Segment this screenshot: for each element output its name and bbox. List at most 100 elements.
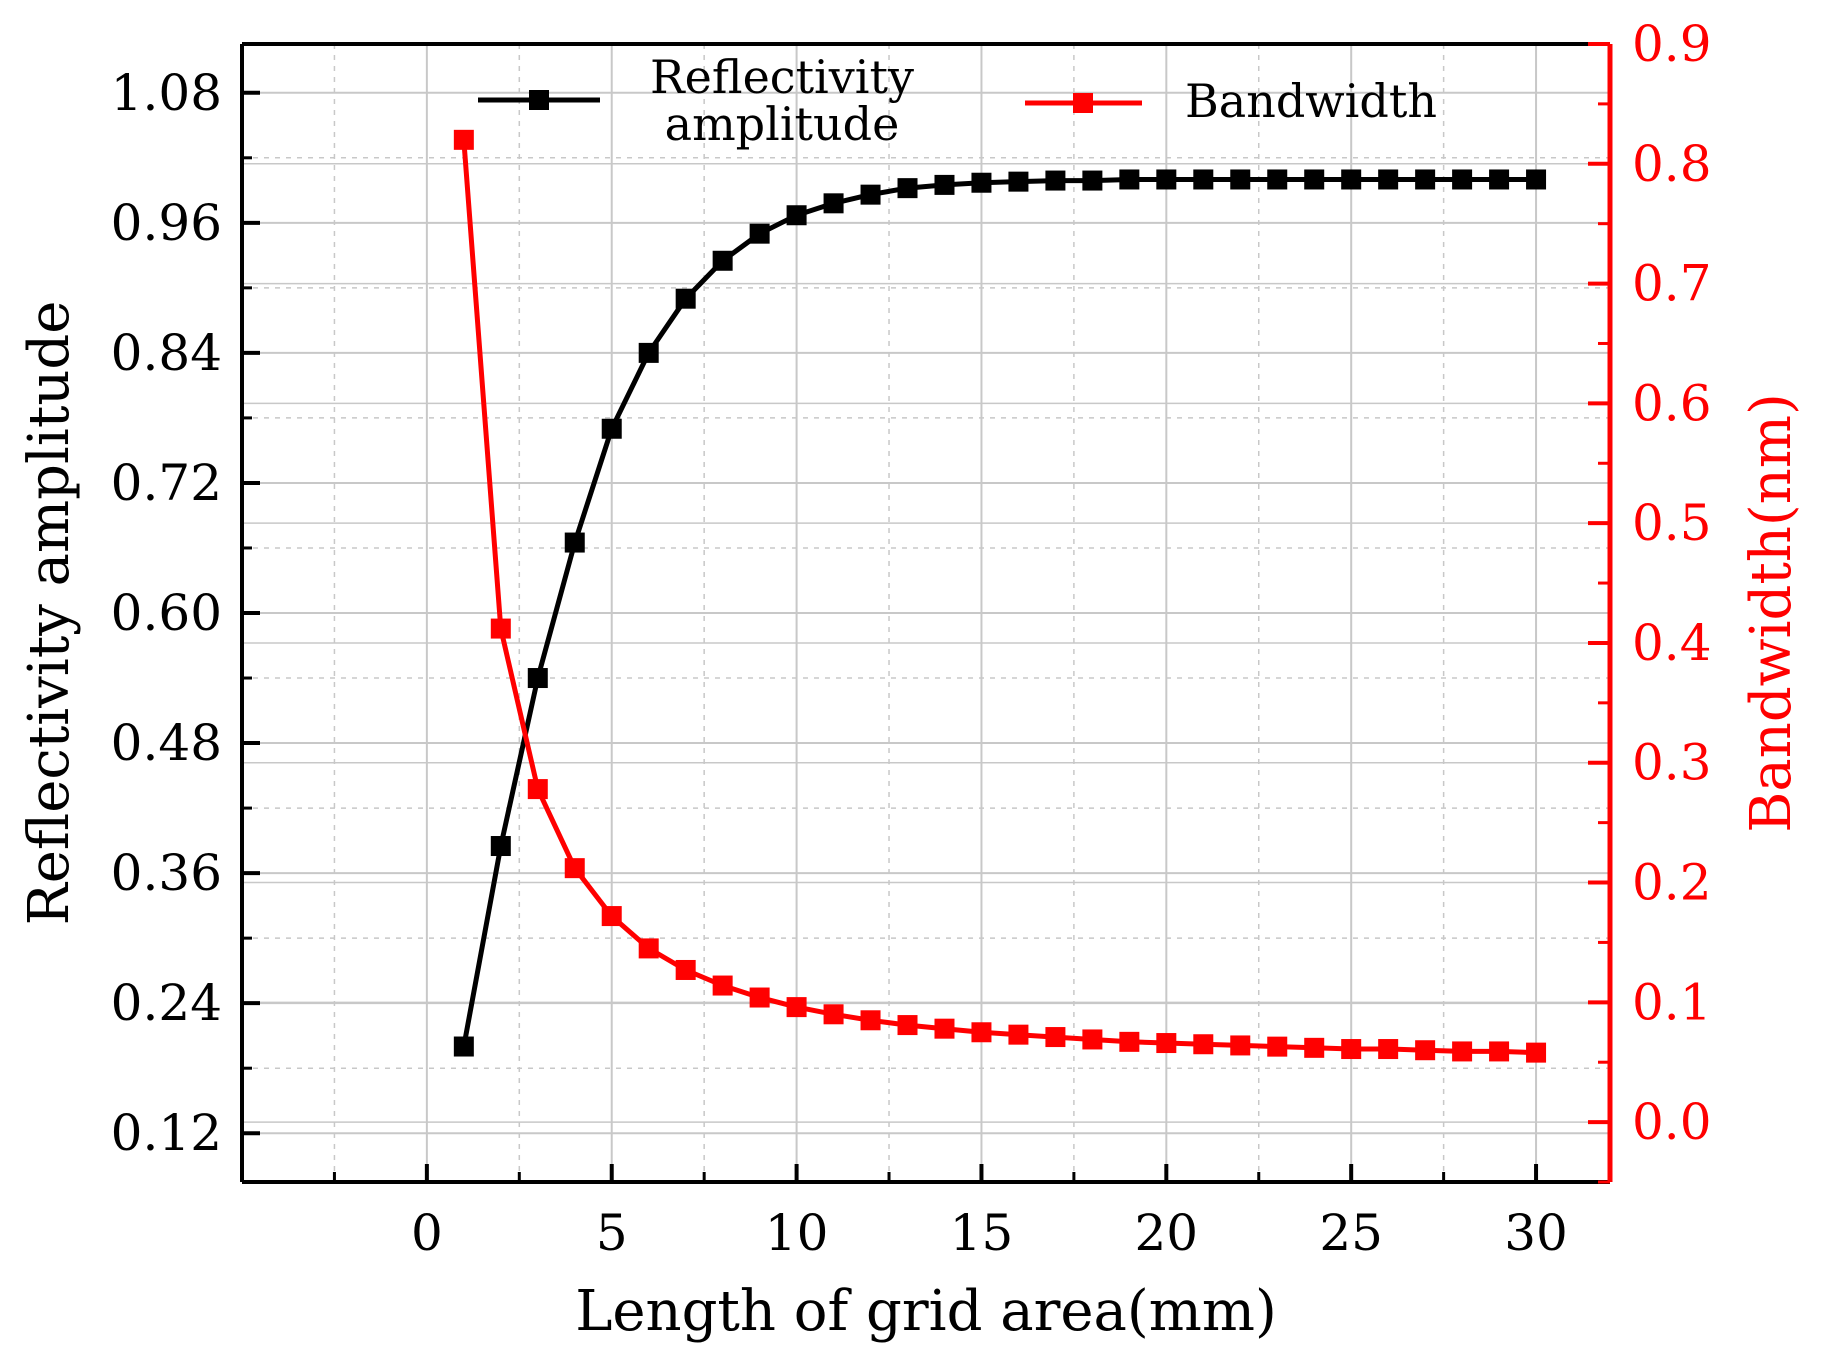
data-point-bandwidth	[490, 618, 511, 639]
left-tick-label: 0.12	[111, 1104, 222, 1162]
x-tick-label: 30	[1504, 1204, 1568, 1262]
legend-reflectivity-label-line1: Reflectivity	[650, 50, 914, 104]
right-tick-label: 0.3	[1632, 734, 1712, 792]
data-point-reflectivity	[749, 223, 770, 244]
data-point-bandwidth	[971, 1022, 992, 1043]
data-point-bandwidth	[453, 129, 474, 150]
data-point-reflectivity	[490, 836, 511, 857]
legend-reflectivity-marker	[529, 90, 549, 110]
data-point-reflectivity	[564, 532, 585, 553]
data-point-reflectivity	[1008, 171, 1029, 192]
x-tick-label: 5	[596, 1204, 628, 1262]
x-tick-label: 20	[1135, 1204, 1199, 1262]
grid-lines	[242, 43, 1610, 1182]
data-point-bandwidth	[712, 975, 733, 996]
data-point-reflectivity	[1119, 169, 1140, 190]
axes	[240, 42, 1613, 1184]
tick-labels: 0.12 0.24 0.36 0.48 0.60 0.72 0.84 0.96 1.08 0.0 0…	[111, 15, 1712, 1262]
data-point-reflectivity	[897, 178, 918, 199]
x-tick-label: 25	[1319, 1204, 1383, 1262]
data-point-reflectivity	[934, 174, 955, 195]
data-point-reflectivity	[1452, 169, 1473, 190]
series-lines	[461, 139, 1537, 1056]
left-tick-label: 0.24	[111, 974, 222, 1032]
data-point-bandwidth	[638, 938, 659, 959]
right-tick-label: 0.7	[1632, 255, 1712, 313]
left-tick-label: 0.84	[111, 324, 222, 382]
data-point-bandwidth	[1341, 1039, 1362, 1060]
data-point-bandwidth	[1008, 1024, 1029, 1045]
data-point-bandwidth	[1378, 1039, 1399, 1060]
data-point-reflectivity	[971, 172, 992, 193]
data-point-reflectivity	[860, 184, 881, 205]
right-tick-label: 0.9	[1632, 15, 1712, 73]
series-line-bandwidth	[461, 139, 1537, 1056]
left-tick-label: 0.96	[111, 194, 222, 252]
data-point-reflectivity	[527, 668, 548, 689]
data-point-reflectivity	[1156, 169, 1177, 190]
data-point-reflectivity	[1378, 169, 1399, 190]
data-point-reflectivity	[1415, 169, 1436, 190]
data-point-reflectivity	[1304, 169, 1325, 190]
data-point-bandwidth	[601, 906, 622, 927]
data-point-reflectivity	[675, 288, 696, 309]
data-point-bandwidth	[1415, 1040, 1436, 1061]
data-point-bandwidth	[564, 858, 585, 879]
right-tick-label: 0.6	[1632, 374, 1712, 432]
data-point-bandwidth	[1119, 1031, 1140, 1052]
x-tick-label: 15	[950, 1204, 1014, 1262]
data-point-bandwidth	[1230, 1035, 1251, 1056]
data-point-reflectivity	[1341, 169, 1362, 190]
data-point-bandwidth	[527, 779, 548, 800]
series-markers	[453, 129, 1547, 1063]
right-tick-label: 0.2	[1632, 854, 1712, 912]
x-tick-label: 10	[765, 1204, 829, 1262]
data-point-bandwidth	[1304, 1037, 1325, 1058]
right-tick-label: 0.0	[1632, 1093, 1712, 1151]
data-point-bandwidth	[934, 1018, 955, 1039]
legend-bandwidth-label: Bandwidth	[1185, 74, 1437, 128]
data-point-bandwidth	[1267, 1036, 1288, 1057]
right-axis-title: Bandwidth(nm)	[1739, 393, 1804, 833]
legend-bandwidth-marker	[1073, 93, 1093, 113]
left-tick-label: 1.08	[111, 64, 222, 122]
data-point-bandwidth	[1526, 1042, 1547, 1063]
data-point-reflectivity	[1230, 169, 1251, 190]
data-point-bandwidth	[823, 1004, 844, 1025]
data-point-reflectivity	[1267, 169, 1288, 190]
data-point-bandwidth	[1489, 1041, 1510, 1062]
data-point-bandwidth	[749, 987, 770, 1008]
data-point-reflectivity	[1489, 169, 1510, 190]
data-point-bandwidth	[1045, 1027, 1066, 1048]
legend-reflectivity-label-line2: amplitude	[665, 97, 900, 151]
data-point-bandwidth	[675, 959, 696, 980]
data-point-reflectivity	[1526, 169, 1547, 190]
data-point-bandwidth	[897, 1015, 918, 1036]
left-axis-title: Reflectivity amplitude	[17, 301, 82, 926]
data-point-bandwidth	[1082, 1029, 1103, 1050]
right-tick-label: 0.5	[1632, 494, 1712, 552]
data-point-bandwidth	[786, 997, 807, 1018]
right-tick-label: 0.4	[1632, 614, 1712, 672]
data-point-reflectivity	[1193, 169, 1214, 190]
left-tick-label: 0.60	[111, 584, 222, 642]
legend: Reflectivity amplitude Bandwidth	[478, 50, 1437, 151]
x-axis-title: Length of grid area(mm)	[575, 1279, 1277, 1344]
data-point-reflectivity	[601, 418, 622, 439]
data-point-reflectivity	[638, 342, 659, 363]
right-tick-label: 0.8	[1632, 135, 1712, 193]
left-tick-label: 0.48	[111, 714, 222, 772]
left-tick-label: 0.72	[111, 454, 222, 512]
data-point-reflectivity	[1082, 170, 1103, 191]
data-point-bandwidth	[1452, 1041, 1473, 1062]
data-point-reflectivity	[1045, 170, 1066, 191]
data-point-reflectivity	[786, 205, 807, 226]
data-point-reflectivity	[823, 193, 844, 214]
data-point-reflectivity	[453, 1036, 474, 1057]
data-point-bandwidth	[1193, 1034, 1214, 1055]
data-point-bandwidth	[860, 1010, 881, 1031]
data-point-bandwidth	[1156, 1033, 1177, 1054]
left-tick-label: 0.36	[111, 844, 222, 902]
data-point-reflectivity	[712, 250, 733, 271]
